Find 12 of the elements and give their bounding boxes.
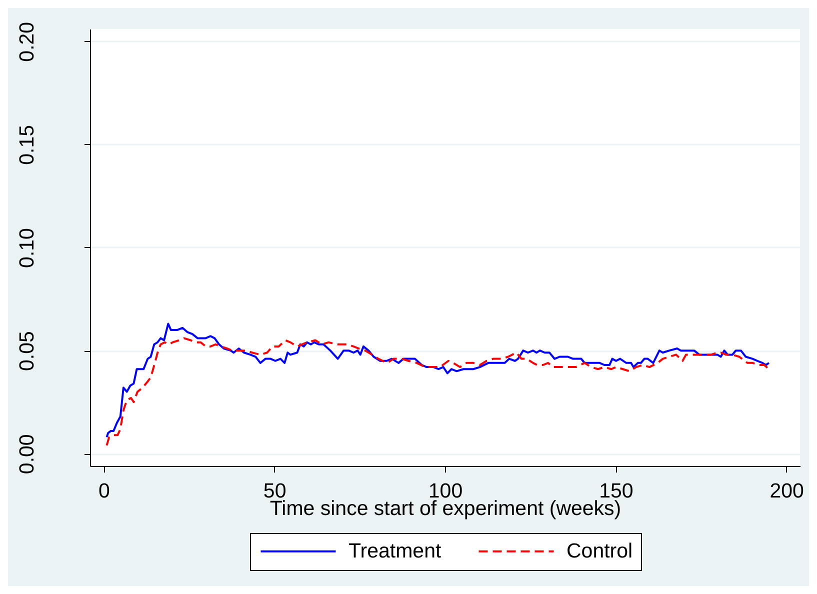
line-series	[106, 322, 770, 438]
x-tick-label: 0	[98, 480, 110, 502]
legend-label: Treatment	[348, 539, 442, 562]
x-tick-label: 200	[770, 480, 804, 502]
y-tick-label: 0.05	[16, 331, 38, 372]
legend-label: Control	[566, 539, 633, 562]
y-tick-label: 0.20	[16, 22, 38, 62]
y-tick-label: 0.00	[16, 434, 38, 474]
x-axis-title: Time since start of experiment (weeks)	[270, 497, 622, 520]
y-tick-label: 0.10	[16, 228, 38, 268]
line-series	[106, 337, 770, 446]
y-tick-label: 0.15	[16, 124, 38, 165]
